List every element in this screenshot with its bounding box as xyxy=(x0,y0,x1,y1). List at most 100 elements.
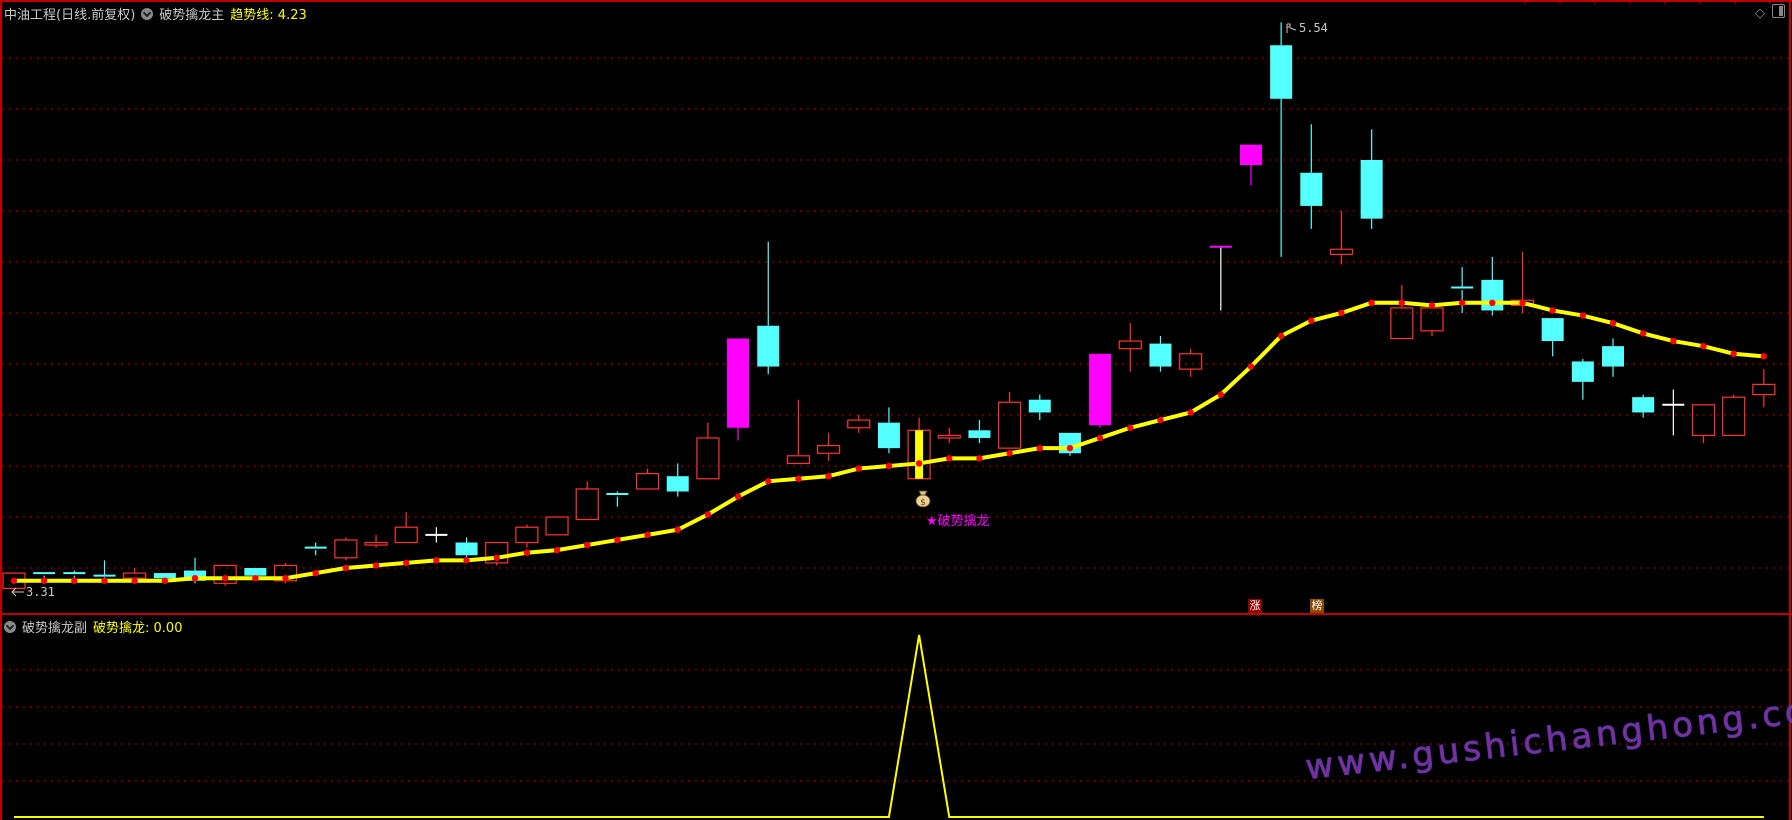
candle xyxy=(727,338,750,441)
trend-dot xyxy=(463,557,470,564)
trend-dot xyxy=(1247,363,1255,370)
candle xyxy=(786,399,811,465)
trend-line-value: 趋势线: 4.23 xyxy=(230,8,307,23)
trend-dot xyxy=(1609,320,1617,327)
candle xyxy=(1602,338,1625,377)
candle xyxy=(666,463,689,497)
candle-body xyxy=(666,476,689,492)
candle-body xyxy=(1691,404,1716,436)
candle xyxy=(394,511,418,544)
candle xyxy=(485,541,509,566)
trend-dot xyxy=(161,577,169,584)
trend-dot xyxy=(1519,299,1526,306)
candle xyxy=(1451,267,1474,313)
candle xyxy=(364,534,388,548)
trend-dot xyxy=(101,577,108,584)
dropdown-circle-icon[interactable] xyxy=(141,7,154,20)
candle-body xyxy=(696,437,720,480)
candle xyxy=(425,527,448,543)
candle-body xyxy=(1239,144,1262,166)
trend-dot xyxy=(1489,299,1496,306)
candle xyxy=(1149,335,1172,372)
candle-body xyxy=(1420,307,1444,332)
badge-zhang[interactable]: 涨 xyxy=(1248,599,1262,613)
trend-dot xyxy=(1639,330,1647,337)
candle xyxy=(1028,394,1051,421)
trend-dot xyxy=(1428,302,1436,309)
candle xyxy=(1571,358,1594,400)
candle-body xyxy=(1571,361,1594,382)
trend-dot xyxy=(614,536,621,544)
candle xyxy=(1329,211,1354,265)
candle xyxy=(1752,369,1776,408)
candle-body xyxy=(1118,340,1142,350)
panel-toggle-icon[interactable] xyxy=(1772,4,1785,18)
trend-dot xyxy=(1670,337,1677,345)
candle xyxy=(1089,353,1112,428)
candle-body xyxy=(1390,307,1414,340)
candle xyxy=(847,415,871,433)
trend-dot xyxy=(1187,409,1194,416)
high-price-label: 5.54 xyxy=(1299,21,1328,35)
candle xyxy=(606,491,629,507)
candle xyxy=(545,516,569,536)
candle-body xyxy=(394,526,418,544)
trend-dot xyxy=(131,577,138,584)
trend-dot xyxy=(10,577,18,584)
dropdown-circle-icon[interactable] xyxy=(4,620,16,633)
trend-dot xyxy=(946,455,953,462)
trend-dot xyxy=(1036,444,1043,452)
trend-dot xyxy=(1549,307,1556,314)
trend-dot xyxy=(1217,391,1225,398)
candle-body xyxy=(816,445,841,454)
candle-body xyxy=(1329,248,1354,255)
candle-body xyxy=(847,419,871,429)
sub-panel-header: 破势擒龙副 破势擒龙: 0.00 xyxy=(4,617,182,636)
low-price-label: 3.31 xyxy=(26,585,55,599)
candle-body xyxy=(1300,172,1323,206)
candle xyxy=(1390,284,1414,340)
candle-body xyxy=(213,564,237,584)
trend-dot xyxy=(825,473,832,480)
candle xyxy=(1541,318,1564,357)
diamond-icon[interactable]: ◇ xyxy=(1755,6,1765,21)
candle xyxy=(1420,305,1444,336)
candle-body xyxy=(757,325,780,367)
candle xyxy=(1179,348,1203,377)
candle xyxy=(1722,394,1746,436)
trend-dot xyxy=(1338,309,1345,317)
candle xyxy=(998,392,1022,449)
candle-body xyxy=(1028,399,1051,413)
trend-dot xyxy=(1700,342,1707,350)
sub-indicator-name[interactable]: 破势擒龙副 xyxy=(22,621,88,636)
trend-dot xyxy=(704,511,712,518)
candle-body xyxy=(1632,397,1655,413)
candle-body xyxy=(968,430,991,438)
trend-dot xyxy=(1579,312,1587,319)
badge-bang[interactable]: 榜 xyxy=(1310,599,1324,613)
trend-dot xyxy=(40,577,48,584)
main-indicator-name[interactable]: 破势擒龙主 xyxy=(159,8,225,23)
trend-dot xyxy=(1277,332,1285,340)
candle-body xyxy=(937,434,961,439)
money-bag-icon: $ xyxy=(915,490,931,508)
trend-dot xyxy=(372,562,380,569)
candle-body xyxy=(575,488,599,521)
candle xyxy=(1300,124,1323,229)
trend-dot xyxy=(433,557,440,564)
candle-body xyxy=(727,338,750,428)
trend-dot xyxy=(1760,353,1768,360)
candle-body xyxy=(877,422,900,449)
candle xyxy=(907,417,931,480)
candle xyxy=(455,537,478,558)
candle xyxy=(696,422,720,480)
trend-dot xyxy=(765,478,772,485)
candle-body xyxy=(244,568,267,576)
trend-dot xyxy=(1730,350,1737,357)
trend-dot xyxy=(282,575,289,582)
signal-label: ★破势擒龙 xyxy=(926,514,990,529)
trend-dot xyxy=(553,546,561,554)
candle-body xyxy=(998,401,1022,449)
candle xyxy=(1270,22,1293,257)
trend-dot xyxy=(795,475,802,482)
